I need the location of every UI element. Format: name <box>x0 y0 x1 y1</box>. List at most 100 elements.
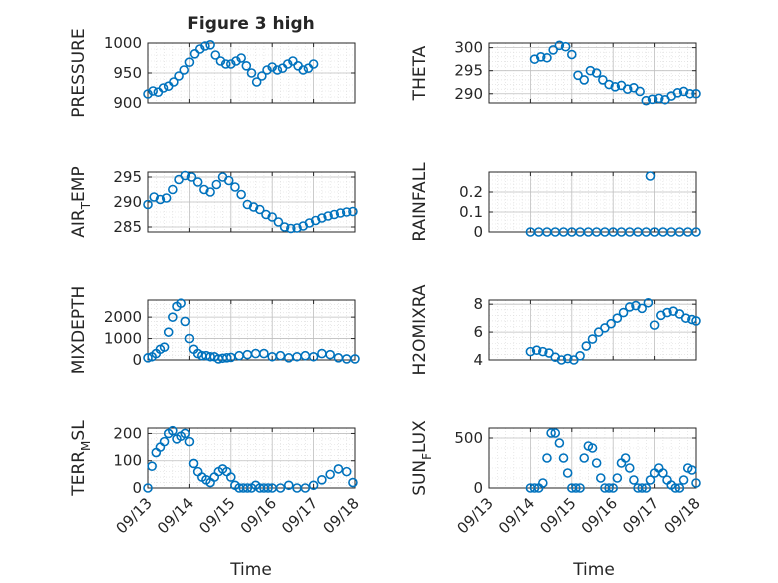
data-point <box>176 298 186 309</box>
data-point <box>529 54 540 64</box>
data-point <box>691 478 701 488</box>
data-point <box>273 217 284 227</box>
y-tick-label: 0 <box>132 479 142 497</box>
data-point <box>251 77 262 87</box>
y-tick-label: 290 <box>454 85 483 103</box>
data-point <box>581 341 592 351</box>
y-tick-label: 8 <box>473 295 483 313</box>
data-point <box>200 41 210 51</box>
data-point <box>641 95 652 106</box>
data-point <box>215 56 226 66</box>
data-point <box>308 480 319 491</box>
x-axis-label-left: Time <box>229 560 272 580</box>
y-tick-label: 295 <box>454 62 483 80</box>
data-point <box>279 222 290 232</box>
series-sun-flux <box>525 428 701 493</box>
data-point <box>293 61 303 71</box>
y-tick-label: 0 <box>132 351 142 369</box>
data-point <box>226 472 236 482</box>
data-point <box>637 483 647 493</box>
data-point <box>591 458 602 468</box>
data-point <box>350 354 360 364</box>
data-point <box>300 483 311 493</box>
data-point <box>242 199 253 210</box>
data-point <box>180 316 191 327</box>
y-tick-label: 1000 <box>104 330 142 348</box>
data-point <box>259 348 269 359</box>
data-point <box>286 223 296 234</box>
y-tick-label: 0.1 <box>459 203 483 221</box>
y-tick-label: 950 <box>113 64 142 82</box>
data-point <box>620 453 631 463</box>
data-point <box>329 209 340 220</box>
data-point <box>205 187 215 197</box>
data-point <box>308 59 319 69</box>
data-point <box>184 436 195 447</box>
y-axis-label: MIXDEPTH <box>69 286 89 375</box>
data-point <box>575 483 585 493</box>
data-point <box>267 62 278 72</box>
data-point <box>608 483 619 493</box>
data-point <box>242 483 253 493</box>
data-point <box>262 65 272 75</box>
data-point <box>624 463 635 473</box>
data-point <box>250 348 261 359</box>
y-axis-label: TERRMSL <box>69 420 93 497</box>
data-point <box>325 469 335 480</box>
y-tick-label: 1000 <box>104 34 142 52</box>
data-point <box>579 75 590 85</box>
data-point <box>231 56 241 66</box>
data-point <box>335 208 346 218</box>
data-point <box>645 171 656 181</box>
data-point <box>263 483 273 493</box>
data-point <box>211 179 222 190</box>
data-point <box>566 49 577 60</box>
data-point <box>525 346 536 357</box>
data-point <box>658 468 668 478</box>
data-point <box>678 86 689 97</box>
x-tick-label: 09/13 <box>454 494 497 537</box>
data-point <box>604 79 614 90</box>
data-point <box>288 56 298 66</box>
data-point <box>317 475 327 485</box>
x-tick-label: 09/14 <box>495 494 538 537</box>
y-axis-label: SUNFLUX <box>410 420 434 496</box>
data-point <box>531 345 542 356</box>
series-air-temp <box>143 170 358 234</box>
data-point <box>188 458 199 469</box>
data-point <box>573 70 583 81</box>
y-tick-label: 0.2 <box>459 183 483 201</box>
data-point <box>691 227 701 237</box>
data-point <box>348 477 358 488</box>
data-point <box>184 57 195 68</box>
data-point <box>246 68 257 78</box>
data-point <box>205 39 215 50</box>
data-point <box>300 350 311 361</box>
data-point <box>645 475 656 485</box>
data-point <box>550 428 561 438</box>
data-point <box>210 50 221 60</box>
y-tick-label: 4 <box>473 351 483 369</box>
data-point <box>223 175 234 186</box>
axes-box <box>488 42 697 104</box>
data-point <box>149 192 160 202</box>
data-point <box>168 312 178 322</box>
data-point <box>341 354 352 364</box>
data-point <box>538 346 548 357</box>
data-point <box>236 53 246 63</box>
data-point <box>163 327 174 337</box>
data-point <box>587 334 598 344</box>
data-point <box>635 86 645 97</box>
data-point <box>678 475 689 485</box>
data-point <box>153 87 164 97</box>
data-point <box>606 318 616 329</box>
y-axis-label: H2OMIXRA <box>410 284 430 375</box>
x-tick-label: 09/16 <box>578 494 621 537</box>
data-point <box>143 89 153 99</box>
figure-title: Figure 3 high <box>187 14 315 34</box>
data-point <box>672 88 683 98</box>
data-point <box>143 483 153 493</box>
data-point <box>554 438 565 448</box>
data-point <box>261 209 271 220</box>
